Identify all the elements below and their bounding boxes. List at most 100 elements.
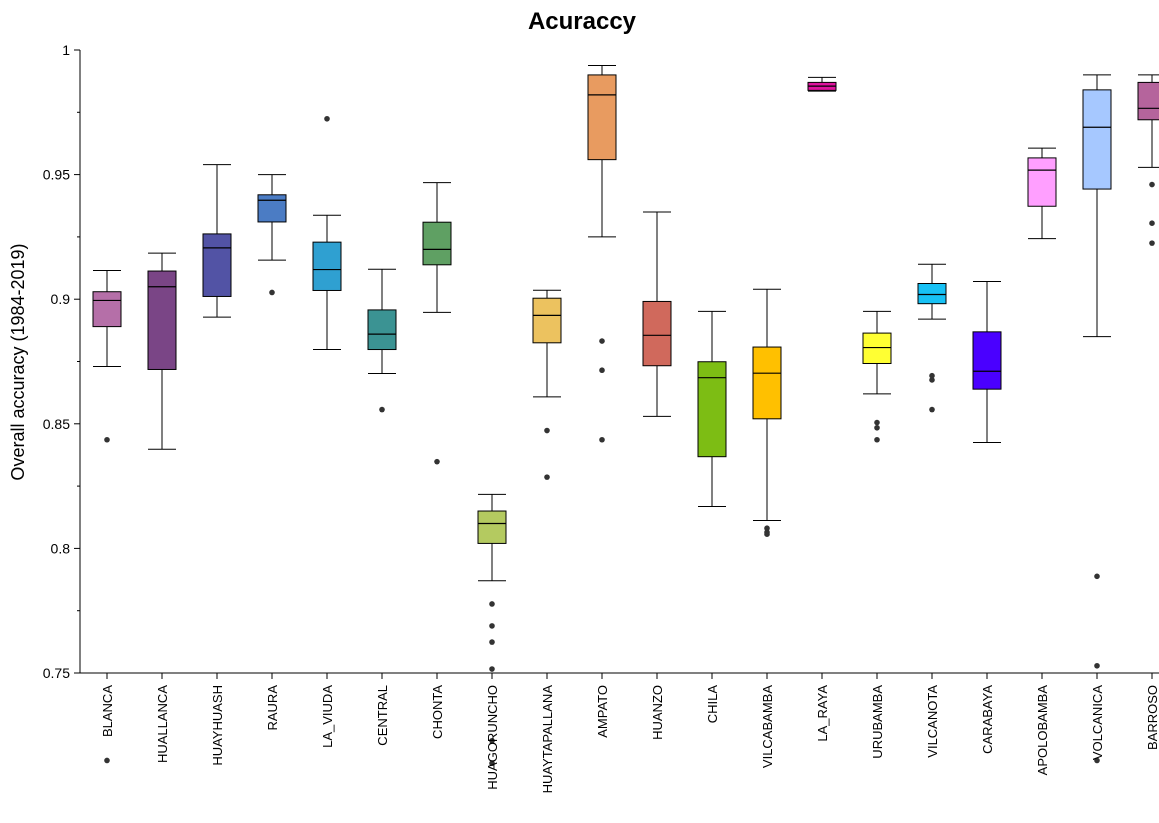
box-barroso: BARROSO <box>1137 74 1159 750</box>
iqr-box <box>257 194 287 223</box>
outlier-point <box>489 737 495 744</box>
box-raura: RAURA <box>257 174 287 731</box>
box-urubamba: URUBAMBA <box>862 310 892 759</box>
y-tick-label: 0.85 <box>43 416 70 432</box>
iqr-box <box>752 346 782 420</box>
outlier-point <box>489 760 495 767</box>
box-chonta: CHONTA <box>422 182 452 739</box>
box-la-viuda: LA_VIUDA <box>312 115 342 748</box>
outlier-point <box>1149 220 1155 226</box>
box-huayhuash: HUAYHUASH <box>202 164 232 766</box>
box-huagoruncho: HUAGORUNCHO <box>477 493 507 790</box>
outlier-point <box>269 289 275 296</box>
x-category-label: HUAYHUASH <box>210 685 225 766</box>
outlier-point <box>929 372 935 379</box>
box-la-raya: LA_RAYA <box>807 76 837 742</box>
iqr-box <box>972 331 1002 390</box>
outlier-point <box>1094 757 1100 764</box>
x-category-label: CHONTA <box>430 685 445 739</box>
outlier-point <box>1149 181 1155 188</box>
iqr-box <box>1027 157 1057 207</box>
outlier-point <box>489 666 495 672</box>
x-category-label: APOLOBAMBA <box>1035 685 1050 776</box>
outlier-point <box>874 419 880 426</box>
iqr-box <box>367 309 397 351</box>
iqr-box <box>147 270 177 370</box>
outlier-point <box>544 427 550 434</box>
y-axis-label: Overall accuracy (1984-2019) <box>8 243 28 480</box>
box-huallanca: HUALLANCA <box>147 252 177 763</box>
outlier-point <box>489 639 495 645</box>
outlier-point <box>104 757 110 764</box>
iqr-box <box>917 283 947 305</box>
outlier-point <box>764 525 770 532</box>
x-category-label: URUBAMBA <box>870 685 885 759</box>
iqr-box <box>587 74 617 161</box>
iqr-box <box>202 233 232 297</box>
x-category-label: VILCABAMBA <box>760 685 775 768</box>
outlier-point <box>599 367 605 374</box>
y-tick-label: 1 <box>62 42 70 58</box>
outlier-point <box>764 531 770 537</box>
iqr-box <box>697 361 727 458</box>
x-category-label: AMPATO <box>595 685 610 738</box>
box-blanca: BLANCA <box>92 270 122 764</box>
outlier-point <box>489 623 495 629</box>
box-ampato: AMPATO <box>587 64 617 738</box>
iqr-box <box>532 297 562 344</box>
y-tick-label: 0.9 <box>51 291 71 307</box>
x-category-label: CENTRAL <box>375 685 390 746</box>
box-carabaya: CARABAYA <box>972 281 1002 754</box>
x-category-label: HUALLANCA <box>155 685 170 763</box>
x-category-label: CHILA <box>705 685 720 724</box>
box-volcanica: VOLCANICA <box>1082 74 1112 764</box>
y-tick-label: 0.95 <box>43 167 70 183</box>
chart-title: Acuraccy <box>528 8 637 35</box>
y-tick-label: 0.8 <box>51 540 71 556</box>
outlier-point <box>1094 573 1100 580</box>
iqr-box <box>1137 81 1159 121</box>
outlier-point <box>434 458 440 465</box>
x-category-label: LA_RAYA <box>815 685 830 742</box>
box-huanzo: HUANZO <box>642 211 672 740</box>
box-apolobamba: APOLOBAMBA <box>1027 147 1057 776</box>
box-central: CENTRAL <box>367 268 397 746</box>
outlier-point <box>1094 662 1100 669</box>
x-category-label: VOLCANICA <box>1090 685 1105 760</box>
iqr-box <box>422 221 452 266</box>
box-vilcabamba: VILCABAMBA <box>752 288 782 768</box>
outlier-point <box>379 406 385 413</box>
outlier-point <box>929 377 935 383</box>
plot-area: 0.75 0.8 0.85 0.9 0.95 1 BLANCA HUALLANCA HUAYHU… <box>43 42 1159 793</box>
x-category-label: RAURA <box>265 685 280 731</box>
outlier-point <box>489 601 495 607</box>
iqr-box <box>477 510 507 544</box>
y-tick-label: 0.75 <box>43 665 70 681</box>
x-category-label: HUAGORUNCHO <box>485 685 500 790</box>
iqr-box <box>312 241 342 291</box>
outlier-point <box>104 436 110 443</box>
outlier-point <box>929 406 935 413</box>
iqr-box <box>1082 89 1112 190</box>
x-category-label: HUAYTAPALLANA <box>540 685 555 794</box>
box-chila: CHILA <box>697 310 727 724</box>
iqr-box <box>642 300 672 367</box>
outlier-point <box>874 436 880 443</box>
outlier-point <box>599 436 605 443</box>
outlier-point <box>1149 240 1155 246</box>
x-category-label: BLANCA <box>100 685 115 737</box>
outlier-point <box>544 474 550 480</box>
x-category-label: CARABAYA <box>980 685 995 754</box>
x-category-label: LA_VIUDA <box>320 685 335 748</box>
box-vilcanota: VILCANOTA <box>917 263 947 758</box>
iqr-box <box>862 332 892 364</box>
x-category-label: BARROSO <box>1145 685 1159 750</box>
x-category-label: HUANZO <box>650 685 665 740</box>
x-category-label: VILCANOTA <box>925 685 940 758</box>
outlier-point <box>874 424 880 431</box>
outlier-point <box>324 115 330 122</box>
outlier-point <box>599 338 605 344</box>
iqr-box <box>92 291 122 328</box>
box-huaytapallana: HUAYTAPALLANA <box>532 289 562 794</box>
